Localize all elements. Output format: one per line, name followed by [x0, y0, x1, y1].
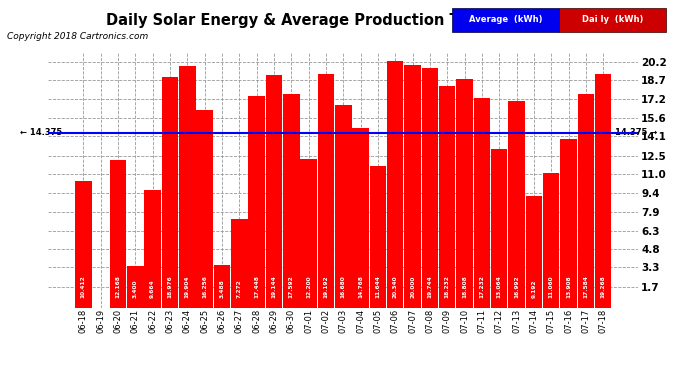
Text: 19.144: 19.144 [271, 275, 277, 298]
Bar [300, 159, 317, 308]
Bar [543, 173, 560, 308]
Text: 17.232: 17.232 [480, 275, 484, 298]
Text: Average  (kWh): Average (kWh) [469, 15, 542, 24]
Bar [595, 74, 611, 308]
Text: 16.992: 16.992 [514, 275, 519, 298]
Bar [473, 98, 490, 308]
Text: 14.375 →: 14.375 → [615, 129, 658, 138]
Bar [578, 94, 594, 308]
Text: 11.060: 11.060 [549, 275, 553, 298]
Bar [387, 60, 404, 308]
Text: 3.400: 3.400 [133, 279, 138, 298]
Bar [127, 266, 144, 308]
Bar [75, 181, 92, 308]
Bar [404, 64, 421, 308]
Text: 3.488: 3.488 [219, 279, 224, 298]
Text: 19.904: 19.904 [185, 275, 190, 298]
Text: 19.744: 19.744 [427, 275, 433, 298]
Bar [231, 219, 248, 308]
Bar [161, 77, 178, 308]
Bar [560, 139, 577, 308]
Bar [248, 96, 265, 308]
Bar [266, 75, 282, 307]
Text: 13.064: 13.064 [497, 275, 502, 298]
Text: 20.000: 20.000 [410, 275, 415, 298]
Text: ← 14.375: ← 14.375 [20, 129, 63, 138]
Bar [456, 79, 473, 308]
Text: 12.200: 12.200 [306, 275, 311, 298]
Bar [144, 190, 161, 308]
Text: 12.168: 12.168 [115, 275, 121, 298]
Text: Copyright 2018 Cartronics.com: Copyright 2018 Cartronics.com [7, 32, 148, 41]
Text: Daily Solar Energy & Average Production Thu Jul 19 20:13: Daily Solar Energy & Average Production … [106, 13, 584, 28]
Text: 18.808: 18.808 [462, 275, 467, 298]
Text: 17.584: 17.584 [583, 275, 589, 298]
Bar [283, 94, 299, 308]
Bar [491, 149, 507, 308]
Bar [197, 110, 213, 308]
Text: 19.192: 19.192 [324, 275, 328, 298]
Bar [179, 66, 195, 308]
Text: 14.768: 14.768 [358, 275, 363, 298]
Bar [110, 160, 126, 308]
Text: 7.272: 7.272 [237, 279, 241, 298]
Bar [353, 128, 369, 308]
Bar [317, 75, 334, 308]
Bar [335, 105, 351, 308]
Text: 18.976: 18.976 [168, 275, 172, 298]
Bar [509, 101, 525, 308]
Text: 19.268: 19.268 [601, 275, 606, 298]
Bar [526, 196, 542, 308]
Text: 20.340: 20.340 [393, 275, 397, 298]
Text: 9.664: 9.664 [150, 279, 155, 298]
Text: 17.592: 17.592 [289, 275, 294, 298]
Text: Dai ly  (kWh): Dai ly (kWh) [582, 15, 643, 24]
Text: 11.644: 11.644 [375, 275, 380, 298]
Text: 13.908: 13.908 [566, 275, 571, 298]
Text: 17.448: 17.448 [254, 275, 259, 298]
Text: 16.680: 16.680 [341, 275, 346, 298]
Bar [370, 166, 386, 308]
Text: 18.232: 18.232 [445, 275, 450, 298]
Text: 16.256: 16.256 [202, 275, 207, 298]
Text: 9.192: 9.192 [531, 279, 536, 298]
Bar [422, 68, 438, 308]
Bar [439, 86, 455, 308]
Bar [214, 265, 230, 308]
Text: 10.412: 10.412 [81, 275, 86, 298]
